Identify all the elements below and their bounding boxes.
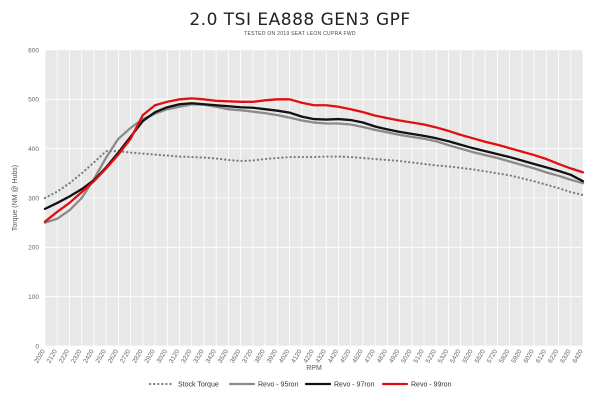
y-tick-label: 0	[35, 343, 39, 350]
x-tick-label: 5720	[486, 348, 499, 364]
x-tick-label: 2320	[70, 348, 83, 364]
x-tick-label: 5620	[474, 348, 487, 364]
x-tick-label: 5520	[461, 348, 474, 364]
chart-title: 2.0 TSI EA888 GEN3 GPF	[189, 10, 410, 30]
x-tick-label: 2220	[58, 348, 71, 364]
x-tick-label: 5920	[510, 348, 523, 364]
x-tick-label: 6120	[535, 348, 548, 364]
x-tick-label: 3220	[180, 348, 193, 364]
y-tick-label: 300	[28, 195, 39, 202]
x-tick-label: 5120	[412, 348, 425, 364]
x-tick-label: 4720	[364, 348, 377, 364]
series-line-revo-95ron	[43, 103, 585, 224]
x-tick-label: 5320	[437, 348, 450, 364]
x-tick-label: 5820	[498, 348, 511, 364]
x-tick-label: 2820	[131, 348, 144, 364]
y-axis-ticks: 0 100 200 300 400 500 600	[28, 47, 39, 350]
x-tick-label: 3320	[192, 348, 205, 364]
x-tick-label: 4220	[302, 348, 315, 364]
x-tick-label: 4620	[351, 348, 364, 364]
x-tick-label: 2920	[143, 348, 156, 364]
x-tick-label: 6220	[547, 348, 560, 364]
y-tick-label: 100	[28, 294, 39, 301]
x-tick-label: 3120	[168, 348, 181, 364]
x-tick-label: 3520	[217, 348, 230, 364]
x-tick-label: 4520	[339, 348, 352, 364]
y-axis-label: Torque (NM @ Hubs)	[12, 165, 19, 231]
y-tick-label: 500	[28, 97, 39, 104]
x-tick-label: 3620	[229, 348, 242, 364]
series-line-stock-torque	[43, 150, 585, 200]
x-tick-label: 4420	[327, 348, 340, 364]
x-tick-label: 2720	[119, 348, 132, 364]
x-tick-label: 5220	[425, 348, 438, 364]
x-tick-label: 2020	[33, 348, 46, 364]
series-lines	[43, 97, 585, 224]
x-tick-label: 4320	[315, 348, 328, 364]
legend-label: Revo - 99ron	[411, 382, 452, 389]
x-tick-label: 5420	[449, 348, 462, 364]
x-tick-label: 3820	[254, 348, 267, 364]
x-axis-ticks: 2020212022202320242025202620272028202920…	[33, 348, 584, 364]
legend: Stock Torque Revo - 95ron Revo - 97ron Revo…	[148, 382, 452, 389]
y-tick-label: 600	[28, 47, 39, 54]
gridlines	[44, 49, 584, 347]
legend-label: Revo - 97ron	[334, 382, 375, 389]
y-tick-label: 200	[28, 245, 39, 252]
legend-label: Revo - 95ron	[258, 382, 299, 389]
x-tick-label: 4020	[278, 348, 291, 364]
x-tick-label: 4920	[388, 348, 401, 364]
series-line-revo-99ron	[43, 97, 585, 223]
x-tick-label: 3420	[205, 348, 218, 364]
x-tick-label: 3020	[156, 348, 169, 364]
x-tick-label: 4120	[290, 348, 303, 364]
x-tick-label: 6320	[559, 348, 572, 364]
x-tick-label: 2520	[95, 348, 108, 364]
x-tick-label: 6020	[523, 348, 536, 364]
x-tick-label: 3720	[241, 348, 254, 364]
x-tick-label: 2420	[82, 348, 95, 364]
legend-label: Stock Torque	[178, 382, 219, 389]
x-tick-label: 6420	[571, 348, 584, 364]
chart-subtitle: TESTED ON 2019 SEAT LEON CUPRA FWD	[244, 31, 356, 37]
x-tick-label: 2620	[107, 348, 120, 364]
y-tick-label: 400	[28, 146, 39, 153]
x-axis-label: RPM	[306, 365, 322, 372]
x-tick-label: 5020	[400, 348, 413, 364]
x-tick-label: 3920	[266, 348, 279, 364]
x-tick-label: 4820	[376, 348, 389, 364]
x-tick-label: 2120	[46, 348, 59, 364]
